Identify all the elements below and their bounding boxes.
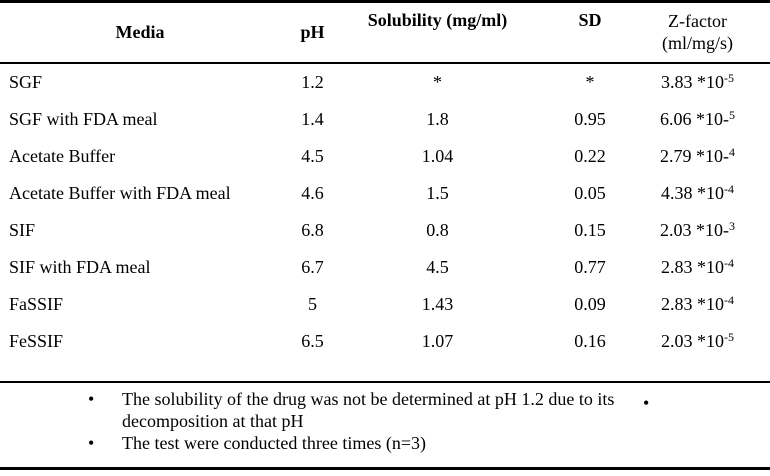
cell-sd: 0.95 (574, 109, 606, 129)
cell-sd: 0.16 (574, 331, 606, 351)
header-z-factor-line2: (ml/mg/s) (662, 33, 733, 53)
z-mantissa: 2.03 *10 (661, 331, 724, 351)
cell-z-factor: 2.83 *10-4 (650, 256, 770, 278)
table-row: FaSSIF 5 1.43 0.09 2.83 *10-4 (0, 286, 770, 323)
cell-z-factor: 3.83 *10-5 (650, 71, 770, 93)
header-z-factor-line1: Z-factor (668, 11, 727, 31)
header-z-factor: Z-factor (ml/mg/s) (650, 3, 770, 62)
z-mantissa: 6.06 *10 (660, 109, 723, 129)
cell-sd: 0.77 (574, 257, 606, 277)
cell-solubility: 4.5 (426, 257, 449, 277)
cell-media: Acetate Buffer with FDA meal (9, 183, 231, 203)
stray-bullet-icon: • (643, 393, 650, 413)
z-mantissa: 2.83 *10 (661, 257, 724, 277)
table-row: SGF with FDA meal 1.4 1.8 0.95 6.06 *10-… (0, 101, 770, 138)
footnote-text: The solubility of the drug was not be de… (122, 389, 615, 431)
cell-z-factor: 2.03 *10-3 (650, 219, 770, 241)
cell-solubility: 1.5 (426, 183, 449, 203)
table-row: FeSSIF 6.5 1.07 0.16 2.03 *10-5 (0, 323, 770, 360)
bullet-icon: • (88, 433, 95, 453)
footnote-separator (0, 381, 770, 383)
cell-sd: * (585, 72, 595, 92)
header-solubility: Solubility (mg/ml) (367, 10, 508, 30)
cell-media: FaSSIF (9, 294, 64, 314)
cell-ph: 6.8 (301, 220, 324, 240)
bullet-icon: • (88, 389, 95, 409)
cell-z-factor: 4.38 *10-4 (650, 182, 770, 204)
z-hyphen: - (723, 109, 729, 129)
cell-media: SIF with FDA meal (9, 257, 151, 277)
table-body: SGF 1.2 * * 3.83 *10-5 SGF with FDA meal… (0, 64, 770, 360)
cell-media: SGF with FDA meal (9, 109, 158, 129)
z-exponent: -5 (724, 71, 734, 85)
cell-solubility: 1.43 (421, 294, 454, 314)
z-exponent: -4 (724, 256, 734, 270)
table-header-row: Media pH Solubility (mg/ml) SD Z-factor … (0, 3, 770, 62)
cell-sd: 0.05 (574, 183, 606, 203)
cell-z-factor: 6.06 *10-5 (650, 108, 770, 130)
table-row: Acetate Buffer with FDA meal 4.6 1.5 0.0… (0, 175, 770, 212)
header-ph: pH (300, 22, 325, 42)
z-mantissa: 4.38 *10 (661, 183, 724, 203)
header-separator (0, 62, 770, 64)
table-bottom-border (0, 467, 770, 470)
cell-solubility: 1.07 (421, 331, 454, 351)
footnote-text: The test were conducted three times (n=3… (122, 433, 427, 453)
footnote-item: • The solubility of the drug was not be … (88, 388, 770, 432)
table-row: Acetate Buffer 4.5 1.04 0.22 2.79 *10-4 (0, 138, 770, 175)
cell-media: SGF (9, 72, 43, 92)
z-exponent: 5 (729, 108, 735, 122)
cell-ph: 1.2 (301, 72, 324, 92)
z-exponent: -4 (724, 293, 734, 307)
z-hyphen: - (723, 146, 729, 166)
z-exponent: -4 (724, 182, 734, 196)
cell-solubility: 0.8 (426, 220, 449, 240)
table-row: SIF with FDA meal 6.7 4.5 0.77 2.83 *10-… (0, 249, 770, 286)
cell-z-factor: 2.03 *10-5 (650, 330, 770, 352)
z-mantissa: 2.03 *10 (660, 220, 723, 240)
table-row: SIF 6.8 0.8 0.15 2.03 *10-3 (0, 212, 770, 249)
cell-ph: 5 (308, 294, 317, 314)
z-mantissa: 2.79 *10 (660, 146, 723, 166)
cell-media: Acetate Buffer (9, 146, 116, 166)
z-exponent: -5 (724, 330, 734, 344)
header-media: Media (115, 22, 165, 42)
table-top-border (0, 0, 770, 3)
header-sd: SD (578, 10, 602, 30)
table-row: SGF 1.2 * * 3.83 *10-5 (0, 64, 770, 101)
cell-media: SIF (9, 220, 36, 240)
cell-solubility: 1.8 (426, 109, 449, 129)
cell-sd: 0.15 (574, 220, 606, 240)
cell-solubility: * (433, 72, 442, 92)
cell-ph: 6.7 (301, 257, 324, 277)
cell-sd: 0.09 (574, 294, 606, 314)
cell-media: FeSSIF (9, 331, 64, 351)
z-mantissa: 2.83 *10 (661, 294, 724, 314)
cell-sd: 0.22 (574, 146, 606, 166)
footnotes: • The solubility of the drug was not be … (0, 383, 770, 454)
cell-z-factor: 2.83 *10-4 (650, 293, 770, 315)
cell-solubility: 1.04 (421, 146, 454, 166)
cell-ph: 6.5 (301, 331, 324, 351)
z-exponent: 4 (729, 145, 735, 159)
cell-ph: 4.6 (301, 183, 324, 203)
footnote-item: • The test were conducted three times (n… (88, 432, 770, 454)
z-hyphen: - (723, 220, 729, 240)
cell-ph: 4.5 (301, 146, 324, 166)
cell-ph: 1.4 (301, 109, 324, 129)
cell-z-factor: 2.79 *10-4 (650, 145, 770, 167)
z-mantissa: 3.83 *10 (661, 72, 724, 92)
z-exponent: 3 (729, 219, 735, 233)
